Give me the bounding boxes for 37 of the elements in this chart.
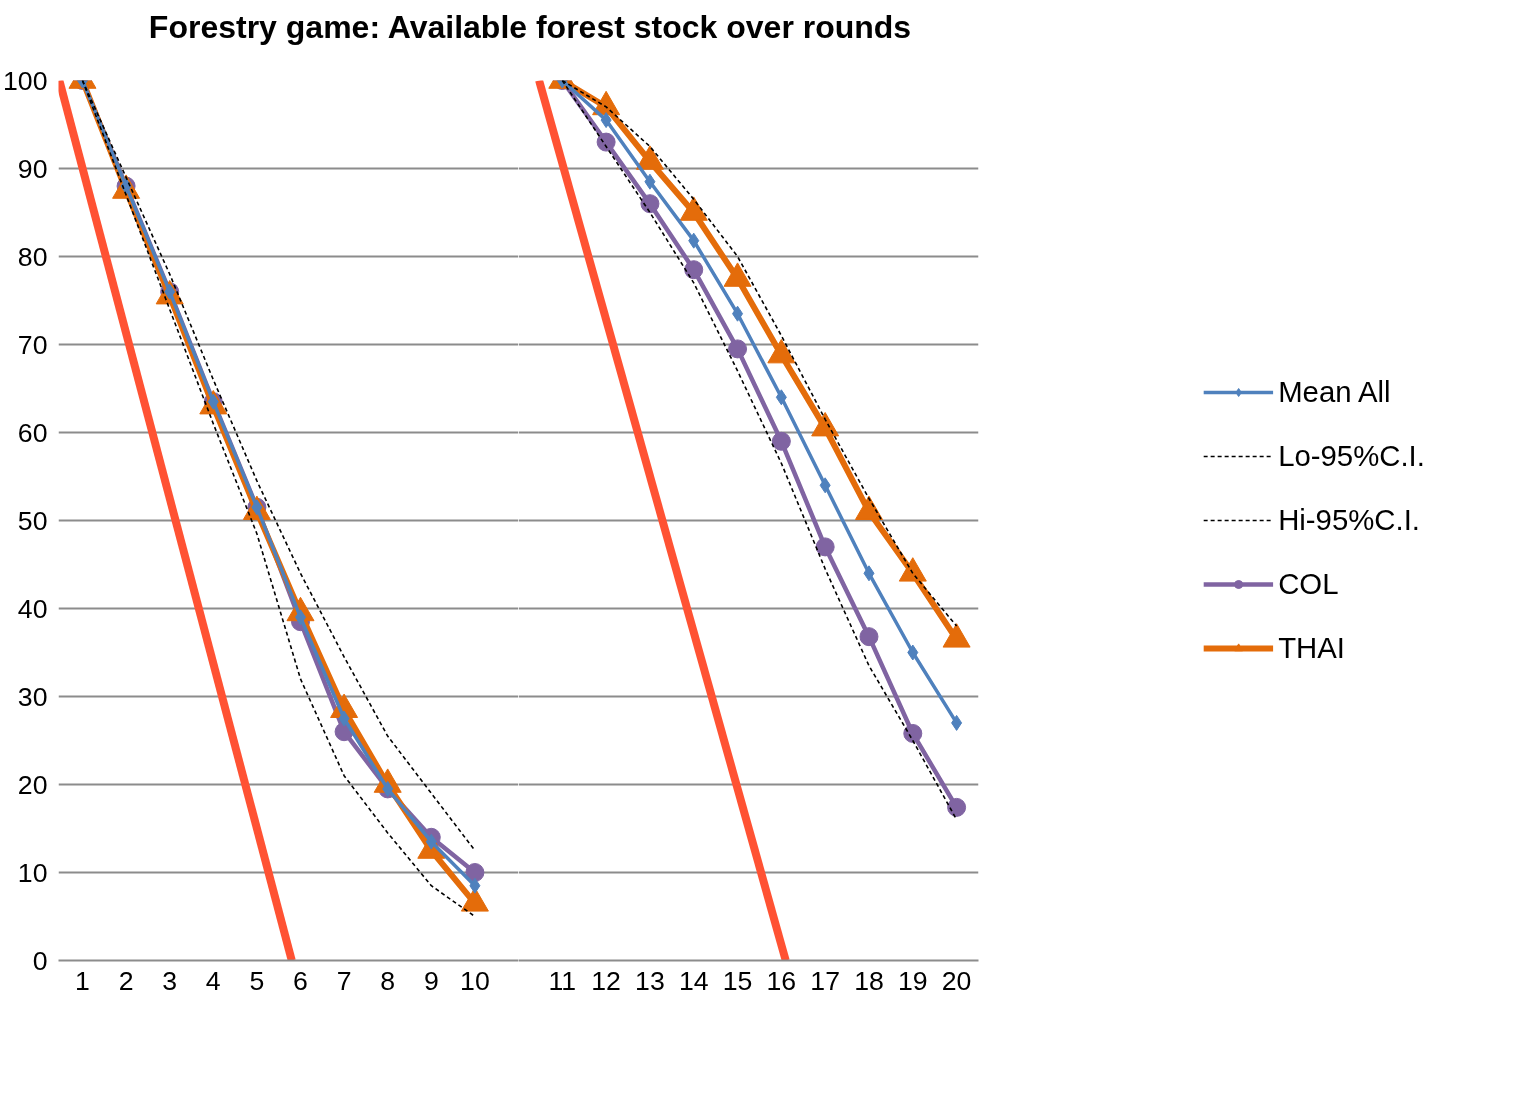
x-tick-label: 10: [460, 965, 490, 996]
x-tick-label: 8: [380, 965, 396, 996]
y-tick-label: 100: [3, 65, 48, 96]
x-tick-label: 3: [162, 965, 178, 996]
y-tick-label: 50: [17, 505, 48, 536]
y-tick-label: 60: [17, 417, 48, 448]
x-tick-label: 13: [635, 965, 665, 996]
x-tick-label: 11: [548, 965, 577, 996]
x-tick-label: 2: [118, 965, 134, 996]
legend-label: COL: [1278, 567, 1339, 601]
y-tick-label: 10: [17, 857, 48, 888]
y-tick-label: 40: [17, 593, 48, 624]
x-tick-label: 16: [766, 965, 797, 996]
x-tick-label: 4: [205, 965, 221, 996]
legend-label: Hi-95%C.I.: [1278, 503, 1420, 537]
x-tick-label: 7: [336, 965, 352, 996]
x-tick-label: 14: [678, 965, 709, 996]
x-tick-label: 17: [810, 965, 840, 996]
y-tick-label: 70: [17, 329, 48, 360]
legend-label: THAI: [1278, 631, 1345, 665]
legend-label: Mean All: [1278, 375, 1391, 409]
x-tick-label: 19: [897, 965, 928, 996]
y-tick-label: 0: [32, 945, 48, 976]
x-tick-label: 18: [854, 965, 884, 996]
y-tick-label: 90: [17, 153, 48, 184]
y-tick-label: 30: [17, 681, 48, 712]
x-tick-label: 9: [423, 965, 439, 996]
chart-title: Forestry game: Available forest stock over rounds: [148, 8, 912, 47]
x-tick-label: 20: [941, 965, 972, 996]
x-tick-label: 15: [722, 965, 753, 996]
x-tick-label: 1: [75, 965, 90, 996]
y-tick-label: 20: [17, 769, 48, 800]
x-tick-label: 6: [293, 965, 308, 996]
legend-label: Lo-95%C.I.: [1278, 439, 1425, 473]
x-tick-label: 5: [249, 965, 265, 996]
x-tick-label: 12: [591, 965, 621, 996]
y-tick-label: 80: [17, 241, 48, 272]
